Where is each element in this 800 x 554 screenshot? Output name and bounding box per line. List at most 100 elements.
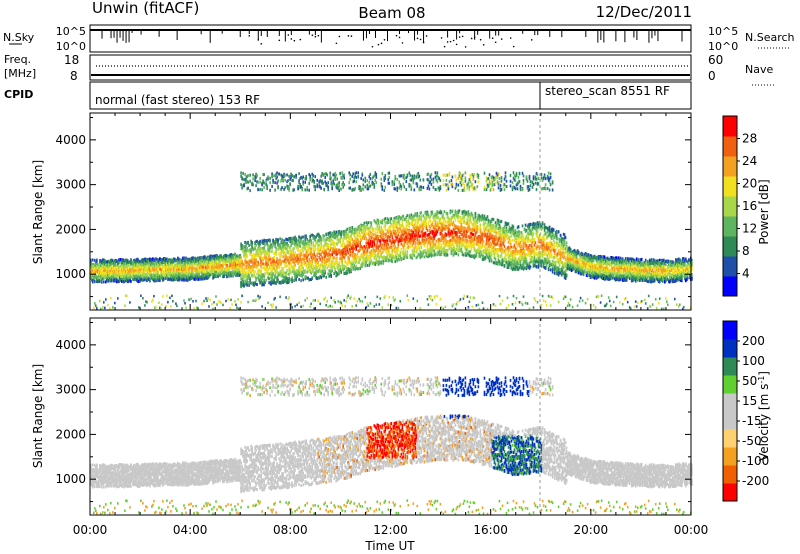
power-cell (268, 277, 270, 281)
power-cell (137, 264, 139, 268)
power-cell (343, 299, 345, 302)
power-cell (200, 264, 202, 268)
power-cell (207, 260, 209, 264)
power-cell (94, 258, 96, 262)
power-cell (369, 177, 372, 181)
power-cell (204, 276, 206, 280)
power-cell (194, 274, 196, 278)
power-cell (368, 180, 371, 184)
power-cell (319, 302, 321, 306)
power-cell (175, 266, 177, 270)
power-cell (117, 297, 119, 300)
power-cell (275, 246, 277, 250)
nsearch-dot (416, 37, 419, 40)
power-cell (133, 265, 135, 269)
power-cell (278, 172, 280, 176)
power-cell (181, 258, 183, 262)
power-cell (180, 272, 182, 276)
power-cell (339, 171, 341, 175)
power-cell (144, 269, 146, 273)
power-cell (379, 297, 382, 300)
power-cell (311, 259, 313, 263)
power-cell (341, 244, 343, 248)
nsearch-tick-top: 10^5 (708, 25, 738, 38)
power-cell (133, 263, 135, 267)
power-cell (103, 260, 105, 264)
power-cell (168, 258, 170, 262)
power-cell (302, 180, 304, 184)
power-cell (144, 304, 146, 307)
power-cell (216, 303, 218, 306)
power-cell (163, 274, 165, 278)
power-cell (393, 180, 396, 184)
power-cell (361, 300, 364, 303)
power-cell (107, 279, 109, 282)
power-cell (164, 265, 166, 269)
power-cell (308, 188, 310, 192)
power-cell (129, 278, 131, 282)
power-cell (306, 185, 308, 189)
power-cell (178, 260, 180, 264)
power-cell (135, 268, 137, 272)
power-cell (123, 259, 125, 262)
power-cell (181, 307, 183, 310)
power-cell (99, 266, 101, 270)
power-cell (160, 272, 162, 276)
power-cell (90, 273, 92, 277)
power-cell (120, 277, 122, 281)
power-cell (271, 184, 273, 188)
power-cell (108, 279, 110, 283)
power-cell (197, 278, 199, 281)
power-cell (138, 266, 140, 270)
power-cell (101, 270, 103, 274)
power-cell (267, 261, 269, 265)
power-cell (100, 259, 102, 263)
power-cell (111, 275, 113, 279)
power-cell (324, 296, 326, 299)
power-cell (148, 260, 150, 263)
power-cell (159, 268, 161, 272)
power-cell (114, 301, 116, 305)
power-cell (178, 257, 180, 261)
power-cell (182, 263, 184, 267)
power-cell (151, 276, 153, 280)
power-cell (196, 259, 198, 263)
power-cell (175, 263, 177, 267)
power-cell (156, 261, 158, 265)
power-cell (209, 258, 211, 261)
power-cell (273, 255, 275, 259)
power-cell (367, 187, 370, 191)
power-cell (285, 260, 287, 264)
power-cell (199, 265, 201, 269)
power-cell (95, 276, 97, 280)
power-cell (261, 183, 263, 187)
power-cell (206, 269, 208, 273)
power-cell (152, 275, 154, 279)
power-cell (98, 266, 100, 270)
power-cell (161, 261, 163, 265)
power-cell (286, 264, 288, 268)
power-cell (94, 302, 96, 305)
power-cell (208, 265, 210, 269)
power-cell (346, 227, 348, 231)
power-cell (188, 276, 190, 280)
power-cell (166, 257, 168, 261)
power-cell (359, 299, 361, 303)
power-cell (121, 270, 123, 274)
power-cell (194, 277, 196, 281)
power-cell (312, 174, 314, 178)
power-cell (129, 273, 131, 277)
power-cell (267, 175, 269, 179)
power-cell (381, 187, 384, 191)
nsearch-dot (248, 34, 251, 37)
power-cell (184, 262, 186, 266)
power-cell (174, 271, 176, 275)
power-cell (104, 272, 106, 275)
power-cell (142, 258, 144, 262)
power-cell (154, 266, 156, 270)
power-cell (341, 258, 343, 262)
power-cell (177, 277, 179, 281)
power-cell (196, 273, 198, 276)
power-cell (152, 262, 154, 266)
power-cell (396, 186, 399, 190)
